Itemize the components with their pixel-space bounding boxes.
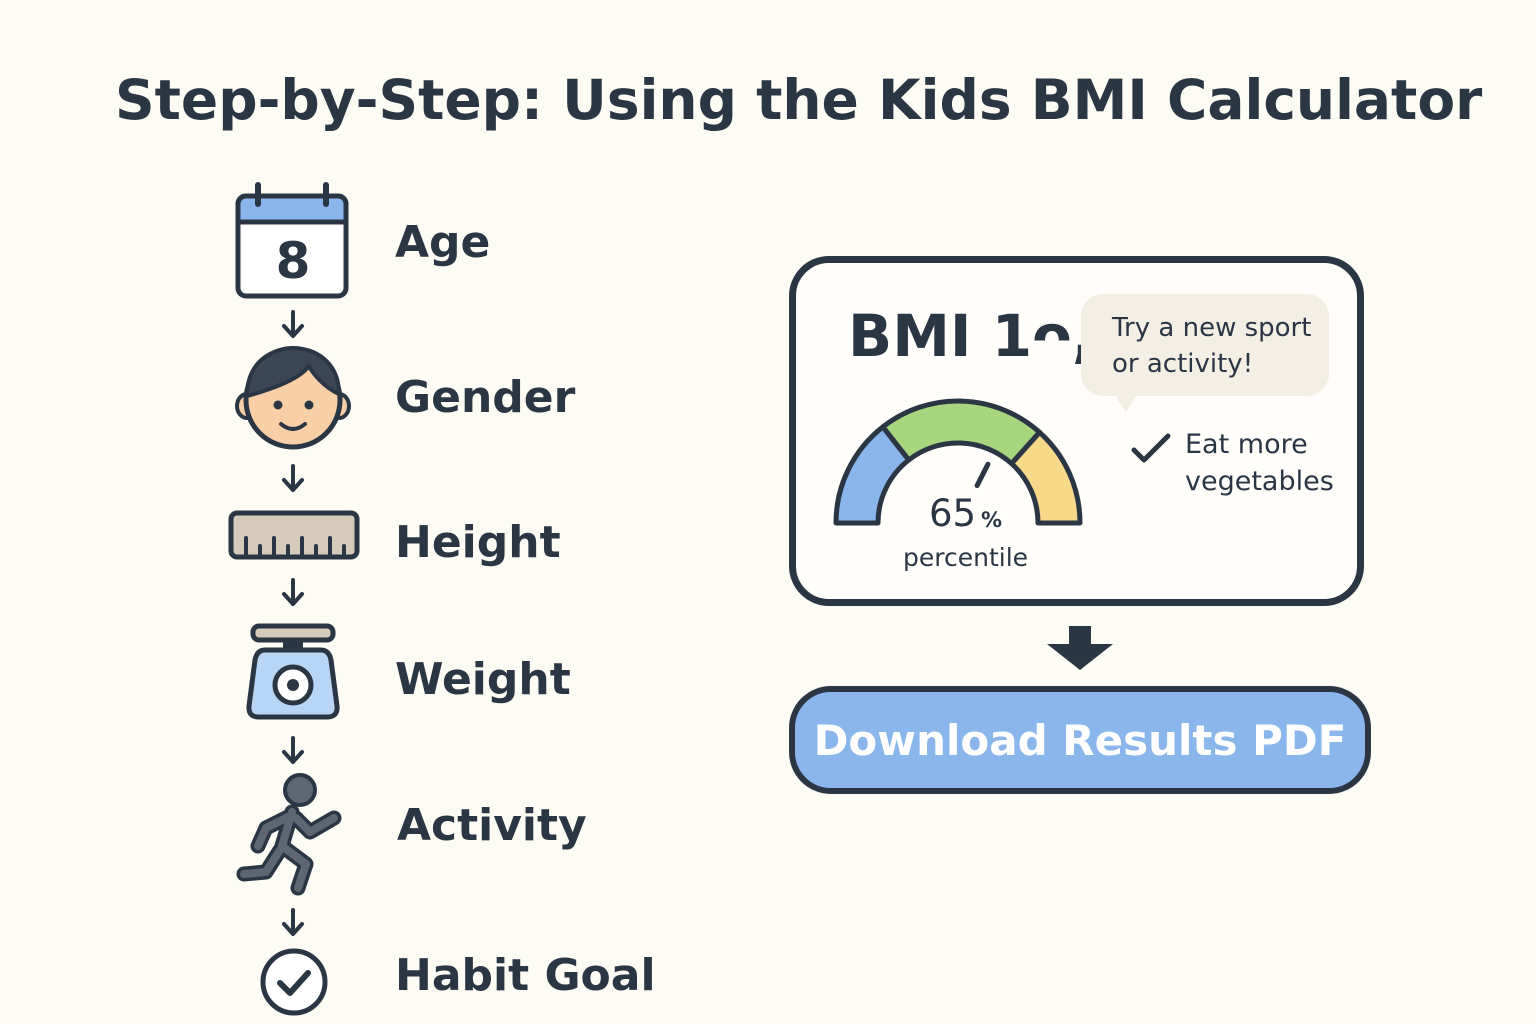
download-button-label: Download Results PDF	[813, 715, 1347, 765]
bubble-text-line-2: or activity!	[1112, 349, 1254, 379]
percentile-label: percentile	[903, 543, 1029, 572]
speech-bubble-tail	[1114, 394, 1138, 412]
gauge-needle	[974, 461, 991, 489]
calendar-icon: 8	[235, 182, 349, 299]
scale-icon	[246, 623, 340, 720]
arrow-down-icon	[282, 464, 304, 492]
step-label-activity: Activity	[397, 800, 587, 851]
checkmark-icon	[1131, 433, 1171, 463]
gauge-segment-healthy	[880, 398, 1043, 467]
page-title: Step-by-Step: Using the Kids BMI Calcula…	[115, 68, 1483, 132]
bubble-text-line-1: Try a new sport	[1112, 313, 1312, 343]
percent-symbol: %	[981, 508, 1003, 532]
percentile-value: 65	[929, 492, 977, 535]
child-face-icon	[235, 346, 351, 450]
download-results-pdf-button[interactable]: Download Results PDF	[789, 686, 1371, 794]
running-person-icon	[236, 773, 342, 896]
speech-bubble: Try a new sport or activity!	[1081, 294, 1329, 396]
calendar-day: 8	[276, 232, 311, 290]
percentile-gauge	[833, 398, 1083, 526]
step-label-weight: Weight	[395, 654, 571, 705]
step-label-age: Age	[395, 217, 491, 268]
step-label-gender: Gender	[395, 372, 576, 423]
tip-text-line-1: Eat more	[1185, 429, 1308, 460]
arrow-down-icon	[282, 736, 304, 764]
arrow-down-icon	[282, 908, 304, 936]
tip-text-line-2: vegetables	[1185, 466, 1334, 497]
arrow-down-icon	[1047, 626, 1113, 670]
gauge-segment-high	[1009, 429, 1083, 526]
check-circle-icon	[260, 948, 328, 1016]
step-label-habit-goal: Habit Goal	[395, 950, 656, 1001]
arrow-down-icon	[282, 578, 304, 606]
step-label-height: Height	[395, 517, 561, 568]
ruler-icon	[228, 510, 360, 560]
arrow-down-icon	[282, 310, 304, 338]
tip-text: Eat more vegetables	[1185, 426, 1334, 500]
